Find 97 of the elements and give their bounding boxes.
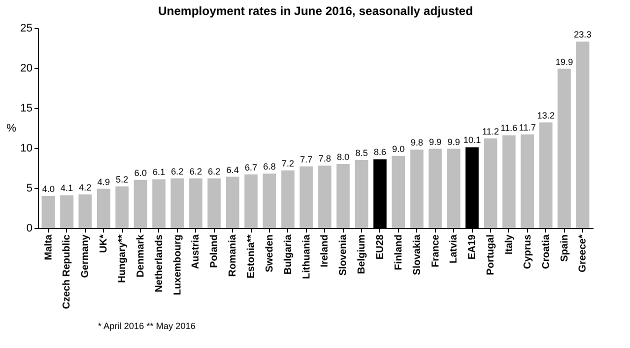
data-label: 7.7 — [300, 154, 313, 164]
data-label: 13.2 — [537, 110, 555, 120]
x-tick-label: France — [430, 234, 442, 268]
data-label: 4.0 — [42, 184, 55, 194]
data-label: 8.5 — [355, 148, 368, 158]
bar — [428, 148, 442, 228]
x-tick-label: Austria — [190, 234, 202, 269]
bar — [392, 156, 406, 228]
x-tick-label: Estonia** — [246, 234, 258, 278]
x-tick-label: Portugal — [486, 234, 497, 276]
bar — [336, 164, 350, 228]
data-label: 7.2 — [282, 158, 294, 168]
bar — [262, 174, 276, 228]
bar — [281, 170, 294, 228]
bar — [576, 42, 590, 228]
bar — [244, 174, 258, 228]
y-axis-title: % — [6, 122, 16, 134]
y-tick-label: 0 — [26, 222, 32, 234]
data-label: 9.9 — [429, 136, 442, 147]
data-label: 11.2 — [482, 126, 499, 136]
x-tick-label: Croatia — [540, 234, 552, 269]
bar — [60, 195, 74, 228]
x-tick-label: Luxembourg — [172, 234, 184, 296]
data-label: 10.1 — [463, 135, 481, 146]
x-tick-label: Cyprus — [522, 234, 534, 269]
x-tick-label: Slovenia — [338, 234, 350, 276]
x-tick-label: Italy — [504, 234, 515, 255]
data-label: 23.3 — [574, 30, 592, 40]
bar — [42, 196, 55, 228]
bar — [520, 134, 534, 228]
data-label: 6.1 — [152, 167, 166, 178]
x-tick-label: UK* — [98, 234, 110, 253]
bar — [78, 194, 92, 228]
x-tick-label: Finland — [393, 234, 404, 270]
x-tick-label: Denmark — [135, 234, 146, 278]
x-tick-label: Ireland — [320, 234, 331, 268]
bar — [410, 150, 424, 228]
x-tick-label: Greece* — [578, 234, 589, 272]
data-label: 4.2 — [78, 182, 92, 192]
y-tick-label: 10 — [20, 142, 32, 154]
bar — [96, 188, 110, 228]
data-label: 4.9 — [97, 176, 110, 187]
bar — [447, 148, 460, 228]
data-label: 4.1 — [60, 183, 74, 194]
y-tick-label: 20 — [20, 62, 32, 74]
bar — [226, 176, 240, 228]
data-label: 6.2 — [189, 166, 202, 176]
bar — [134, 180, 148, 228]
text: * April 2016 ** May 2016 — [98, 321, 196, 331]
x-tick-label: Poland — [209, 234, 220, 268]
x-tick-label: Spain — [559, 234, 570, 262]
data-label: 8.6 — [374, 147, 386, 158]
chart-title: Unemployment rates in June 2016, seasonally adjusted — [158, 4, 473, 18]
x-tick-label: EU28 — [374, 234, 386, 260]
x-tick-label: EA19 — [467, 234, 478, 260]
bar — [502, 135, 516, 228]
bar — [484, 138, 498, 228]
x-tick-label: Malta — [43, 234, 54, 260]
x-tick-label: Hungary** — [117, 234, 128, 283]
data-label: 9.8 — [410, 138, 424, 148]
data-label: 9.9 — [447, 136, 460, 147]
y-tick-label: 5 — [26, 182, 32, 194]
data-label: 11.7 — [518, 122, 536, 132]
x-tick-label: Romania — [228, 234, 239, 277]
y-tick-label: 25 — [20, 22, 32, 34]
data-label: 8.0 — [336, 152, 350, 162]
bar — [115, 186, 129, 228]
bar — [300, 166, 313, 228]
bar — [318, 166, 332, 228]
data-label: 6.4 — [226, 164, 239, 175]
data-label: 7.8 — [318, 154, 331, 164]
x-tick-label: Slovakia — [412, 234, 423, 276]
y-tick-label: 15 — [20, 102, 32, 114]
data-label: 5.2 — [116, 174, 128, 184]
bar — [152, 179, 166, 228]
data-label: 6.2 — [171, 166, 184, 176]
x-tick-label: Latvia — [448, 234, 460, 264]
data-label: 19.9 — [555, 56, 574, 67]
x-tick-label: Germany — [80, 234, 92, 278]
x-tick-label: Belgium — [356, 234, 368, 274]
x-tick-label: Netherlands — [154, 234, 165, 292]
x-tick-label: Bulgaria — [282, 234, 294, 275]
bar — [208, 178, 221, 228]
x-tick-label: Lithuania — [301, 234, 312, 279]
bar — [170, 178, 184, 228]
bar — [189, 178, 202, 228]
bar — [558, 68, 571, 228]
x-tick-label: Czech Republic — [62, 234, 73, 309]
data-label: 9.0 — [392, 144, 405, 154]
data-label: 6.7 — [244, 162, 258, 172]
data-label: 11.6 — [500, 123, 518, 134]
data-label: 6.8 — [263, 162, 276, 172]
x-tick-label: Sweden — [264, 234, 276, 272]
data-label: 6.2 — [208, 166, 220, 176]
bar — [539, 122, 552, 228]
data-label: 6.0 — [134, 168, 147, 178]
bar — [354, 160, 368, 228]
